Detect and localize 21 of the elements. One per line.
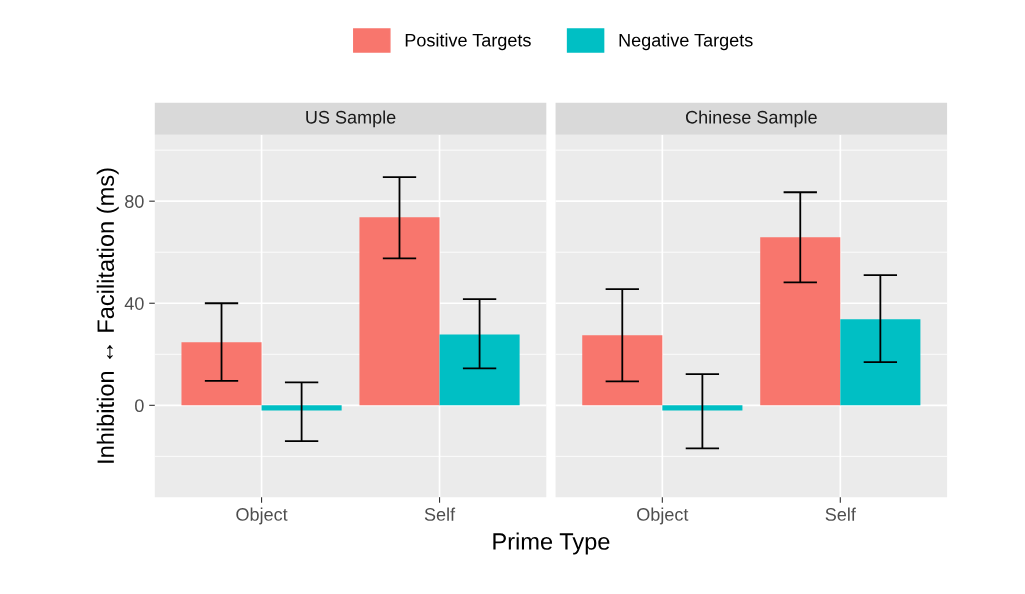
x-axis-title: Prime Type [493, 532, 610, 555]
x-tick-label: Object [236, 507, 288, 525]
x-tick-label: Self [424, 507, 456, 521]
y-tick-label: 80 [125, 195, 144, 208]
legend-label: Negative Targets [619, 33, 753, 51]
y-tick-label: 0 [135, 399, 144, 413]
y-tick-label: 40 [124, 297, 144, 310]
bar [760, 237, 841, 406]
x-tick-label: Self [825, 507, 856, 521]
bar [840, 319, 921, 406]
bar [359, 217, 440, 406]
legend-label: Positive Targets [405, 33, 531, 51]
bar [439, 334, 520, 406]
chart-title: US Sample [306, 110, 396, 128]
bar [181, 342, 262, 406]
bar [662, 405, 743, 411]
bar [261, 405, 342, 411]
bar [582, 335, 663, 406]
x-tick-label: Object [637, 507, 689, 525]
y-axis-title: Inhibition ↔ Facilitation (ms) [96, 168, 119, 463]
chart-title: Chinese Sample [686, 110, 817, 128]
